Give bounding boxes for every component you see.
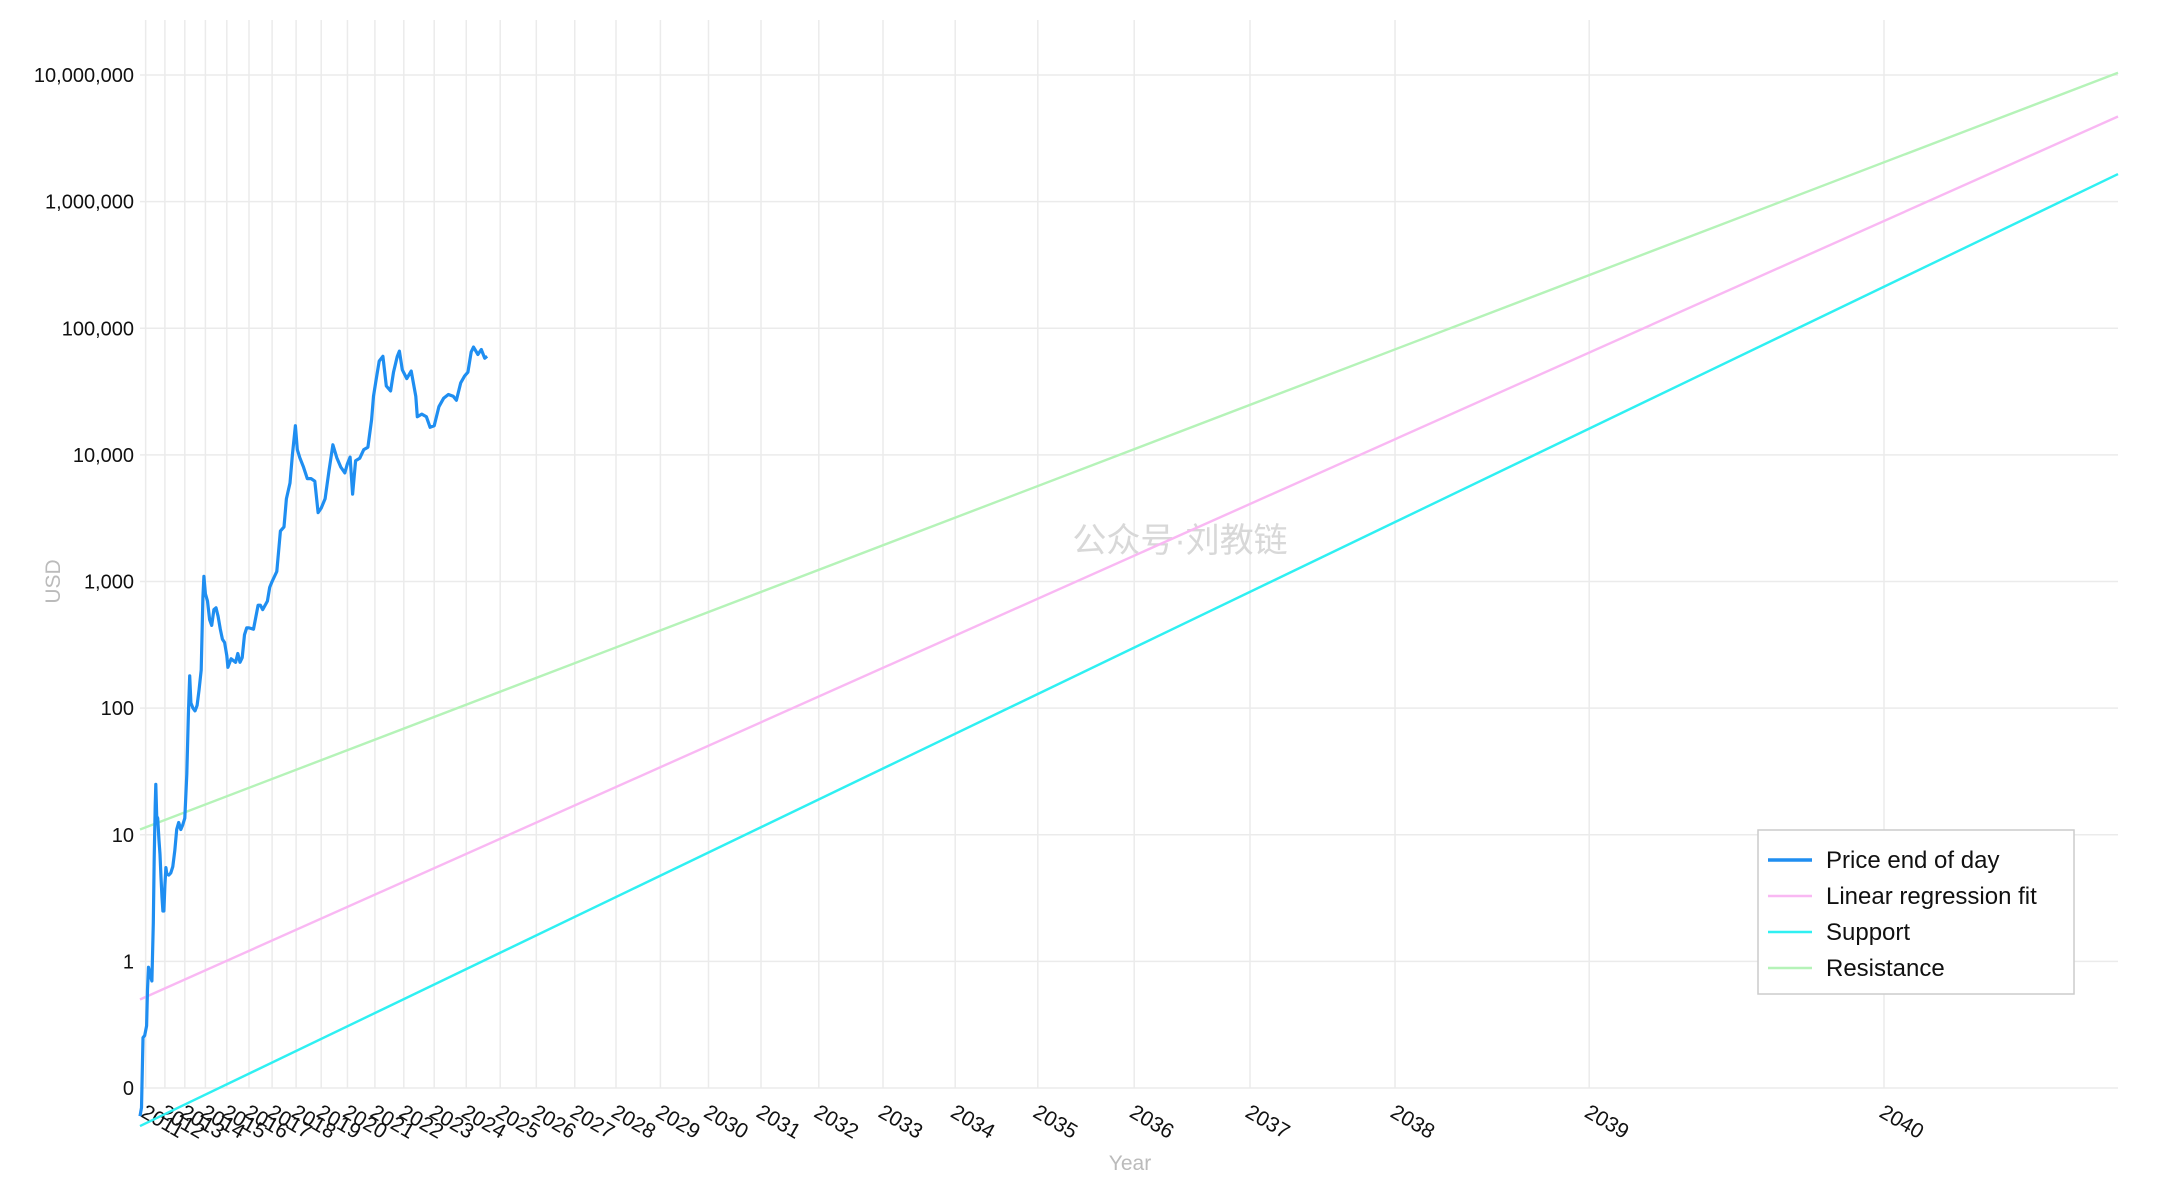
legend: Price end of day Linear regression fit Sup… [1757,829,2075,995]
x-tick-label-16: 2027 [566,1100,618,1143]
y-tick-label-0: 0 [123,1078,134,1100]
watermark-text: 公众号·刘教链 [1072,522,1287,560]
y-tick-label-2: 10 [112,825,134,847]
series-line-resistance [139,71,2119,831]
legend-label-resistance: Resistance [1826,955,1945,982]
y-axis-ticks: 0 1 10 100 1,000 10,000 100,000 1,000,000 10,000… [34,65,134,1100]
y-tick-label-4: 1,000 [84,572,134,594]
y-tick-label-8: 10,000,000 [34,65,134,87]
series-line-support [139,173,2119,1128]
series-line-linear-regression-fit [139,115,2119,1001]
y-tick-label-6: 100,000 [62,318,134,340]
x-tick-label-19: 2030 [700,1100,752,1143]
x-tick-label-18: 2029 [652,1100,704,1143]
y-axis-title: USD [42,559,65,603]
x-tick-label-17: 2028 [608,1100,660,1143]
x-tick-label-27: 2038 [1387,1100,1439,1143]
x-tick-label-24: 2035 [1029,1100,1081,1143]
y-tick-label-1: 1 [123,951,134,973]
x-tick-label-23: 2034 [947,1100,999,1143]
x-tick-label-21: 2032 [810,1100,862,1143]
y-tick-label-3: 100 [101,698,134,720]
series-lines [138,71,2119,1128]
x-axis-title: Year [1109,1152,1151,1175]
x-tick-label-26: 2037 [1242,1100,1294,1143]
y-tick-label-5: 10,000 [73,445,134,467]
x-tick-label-28: 2039 [1581,1100,1633,1143]
x-tick-label-29: 2040 [1876,1100,1928,1143]
series-line-price-end-of-day [138,345,489,1117]
x-tick-label-20: 2031 [753,1100,805,1143]
legend-label-price-end-of-day: Price end of day [1826,847,1999,874]
x-axis-ticks: 2011201220132014201520162017201820192020… [137,1100,1927,1143]
x-tick-label-22: 2033 [874,1100,926,1143]
legend-box [1757,829,2075,995]
y-tick-label-7: 1,000,000 [45,192,134,214]
x-tick-label-25: 2036 [1126,1100,1178,1143]
legend-label-support: Support [1826,919,1910,946]
legend-label-linear-regression-fit: Linear regression fit [1826,883,2037,910]
